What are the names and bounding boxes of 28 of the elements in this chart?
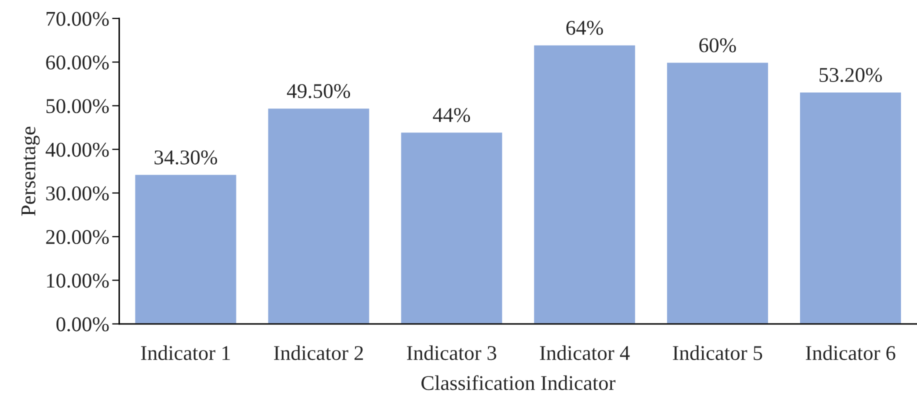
x-tick-label: Indicator 1 [141,345,230,360]
y-tick-label: 40.00% [46,142,109,157]
y-tick-label: 60.00% [46,55,109,70]
x-tick-label: Indicator 3 [406,345,496,360]
data-label: 60% [699,38,736,52]
data-label: 49.50% [286,84,350,98]
data-label: 44% [432,108,470,122]
y-tick-label: 20.00% [46,230,109,244]
y-axis-title: Persentage [22,126,40,216]
y-tick-label: 70.00% [46,12,109,26]
data-label: 53.20% [820,68,882,82]
y-tick-label: 10.00% [47,274,109,288]
bar [532,44,636,324]
bar [798,91,902,324]
x-tick-label: Indicator 6 [806,345,896,360]
y-tick-label: 50.00% [46,99,109,114]
bar [400,131,504,324]
data-label: 34.30% [154,150,218,165]
x-axis-title: Classification Indicator [421,375,616,390]
bar [134,174,238,324]
bar [266,107,371,324]
y-tick-label: 30.00% [46,186,109,201]
data-label: 64% [566,20,603,35]
bar [666,61,770,324]
x-tick-label: Indicator 2 [274,345,363,360]
x-tick-label: Indicator 4 [540,345,630,360]
x-tick-label: Indicator 5 [672,345,762,360]
y-tick-label: 0.00% [56,317,109,332]
